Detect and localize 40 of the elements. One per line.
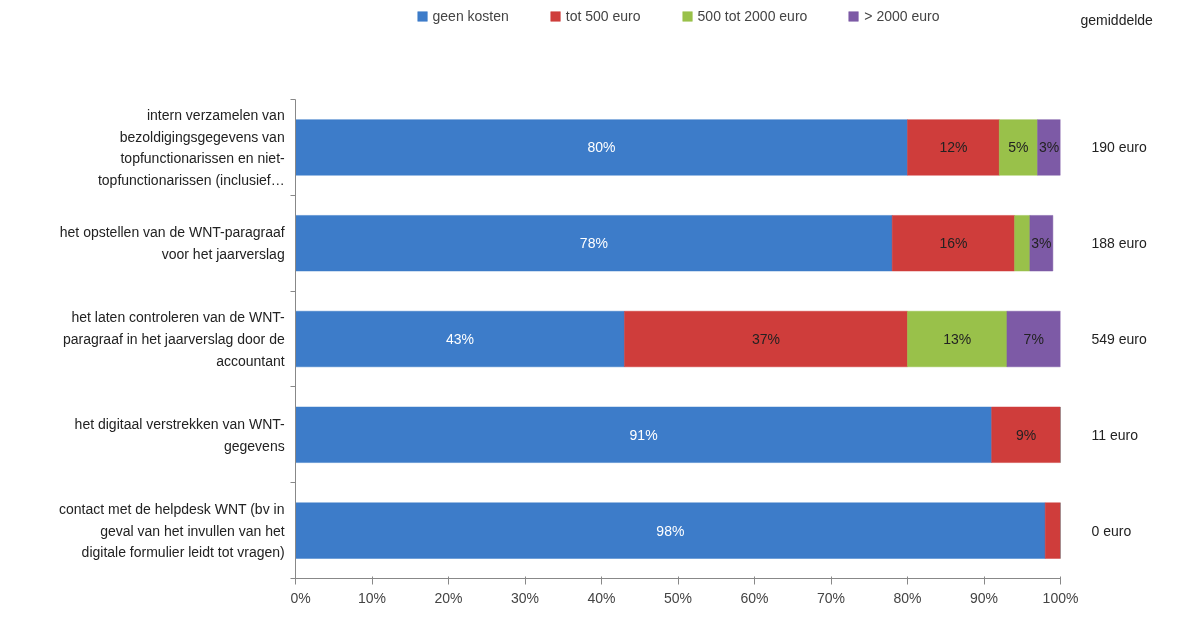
data-label: 16%	[939, 235, 968, 252]
text: 11 euro	[1091, 426, 1139, 443]
legend-label: > 2000 euro	[864, 8, 940, 24]
x-tick-label: 80%	[893, 589, 922, 606]
data-label: 91%	[629, 426, 658, 443]
y-tick-label: intern verzamelen van bezoldigingsgegevens van topfunctionarissen en niet-topfunctionarissen (inclusief…	[97, 107, 286, 188]
x-tick-label: 90%	[969, 589, 999, 606]
x-tick-label: 0%	[290, 589, 311, 606]
y-tick-label: het opstellen van de WNT-paragraaf voor het jaarverslag	[59, 224, 285, 263]
text: 549 euro	[1091, 331, 1147, 347]
x-tick-label: 20%	[434, 589, 463, 606]
text: 188 euro	[1091, 235, 1147, 252]
legend-label: geen kosten	[432, 8, 509, 24]
data-label: 9%	[1015, 426, 1037, 443]
data-label: 5%	[1008, 139, 1029, 156]
x-tick-label: 30%	[510, 589, 540, 606]
data-label: 98%	[656, 522, 685, 539]
legend-label: tot 500 euro	[565, 8, 641, 24]
y-tick-label: het laten controleren van de WNT-paragraaf in het jaarverslag door de accountant	[62, 309, 286, 369]
text: gemiddelde	[1080, 12, 1154, 28]
data-label: 13%	[943, 331, 972, 347]
text: 190 euro	[1091, 139, 1147, 156]
data-label: 7%	[1023, 331, 1044, 347]
data-label: 3%	[1031, 235, 1052, 252]
data-label: 37%	[751, 331, 780, 347]
legend-label: 500 tot 2000 euro	[697, 8, 808, 24]
x-tick-label: 40%	[587, 589, 616, 606]
data-label: 80%	[587, 139, 616, 156]
x-tick-label: 70%	[816, 589, 846, 606]
data-label: 78%	[579, 235, 608, 252]
text: 0 euro	[1091, 522, 1132, 539]
x-tick-label: 100%	[1042, 589, 1079, 606]
y-tick-label: het digitaal verstrekken van WNT-gegevens	[74, 416, 286, 454]
x-tick-label: 10%	[357, 589, 387, 606]
x-tick-label: 60%	[740, 589, 769, 606]
data-label: 43%	[445, 331, 474, 347]
data-label: 3%	[1038, 139, 1060, 156]
y-tick-label: contact met de helpdesk WNT (bv in geval van het invullen van het digitale formulier leidt tot vragen)	[59, 501, 285, 561]
data-label: 12%	[939, 139, 968, 156]
x-tick-label: 50%	[663, 589, 693, 606]
